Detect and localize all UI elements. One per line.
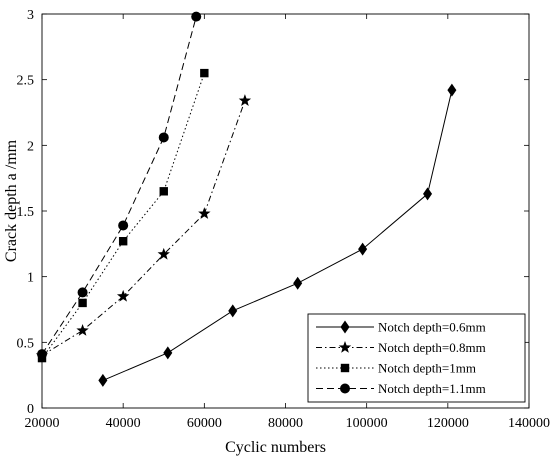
y-tick-label: 1 [27, 271, 34, 286]
y-tick-label: 2.5 [17, 74, 35, 89]
series-group [37, 11, 202, 360]
data-point [76, 324, 89, 336]
series-line [41, 72, 205, 359]
plot-marks [35, 11, 457, 387]
series-group [98, 83, 457, 387]
y-tick-label: 0 [27, 402, 34, 417]
x-tick-label: 100000 [346, 416, 388, 431]
data-point [358, 242, 368, 256]
data-point [228, 304, 238, 318]
x-tick-label: 20000 [25, 416, 60, 431]
legend-label: Notch depth=1mm [378, 361, 476, 376]
x-axis-title: Cyclic numbers [225, 439, 326, 456]
data-point [293, 276, 303, 290]
data-point [159, 187, 168, 196]
legend-label: Notch depth=1.1mm [378, 381, 486, 396]
data-point [163, 346, 173, 360]
data-point [78, 298, 87, 308]
x-tick-label: 80000 [268, 416, 303, 431]
data-point [157, 247, 170, 260]
data-point [200, 68, 209, 78]
data-point [118, 237, 128, 246]
series-line [41, 16, 197, 355]
legend-marker [338, 341, 352, 353]
data-point [158, 132, 169, 143]
data-point [423, 187, 433, 201]
x-tick-label: 40000 [106, 416, 141, 431]
y-axis-title: Crack depth a /mm [3, 139, 20, 262]
legend-marker [340, 383, 350, 394]
y-tick-label: 1.5 [17, 205, 35, 220]
data-point [116, 289, 130, 302]
x-tick-label: 120000 [427, 416, 469, 431]
data-point [98, 373, 108, 387]
data-point [191, 11, 202, 22]
y-tick-label: 2 [27, 139, 34, 154]
legend-marker [340, 363, 350, 373]
data-point [447, 83, 457, 97]
x-tick-label: 60000 [187, 416, 222, 431]
legend-label: Notch depth=0.6mm [378, 320, 486, 335]
x-tick-label: 140000 [508, 416, 550, 431]
legend-marker [340, 320, 350, 334]
data-point [77, 287, 88, 298]
y-tick-label: 0.5 [17, 336, 35, 351]
legend-label: Notch depth=0.8mm [378, 340, 486, 355]
data-point [198, 207, 211, 219]
legend: Notch depth=0.6mm Notch depth=0.8mm Notch … [307, 313, 526, 403]
data-point [118, 220, 129, 231]
data-point [238, 94, 252, 106]
y-tick-label: 3 [27, 8, 34, 23]
axes: 20000 40000 60000 80000 100000 120000 140000 0 0… [17, 8, 550, 431]
